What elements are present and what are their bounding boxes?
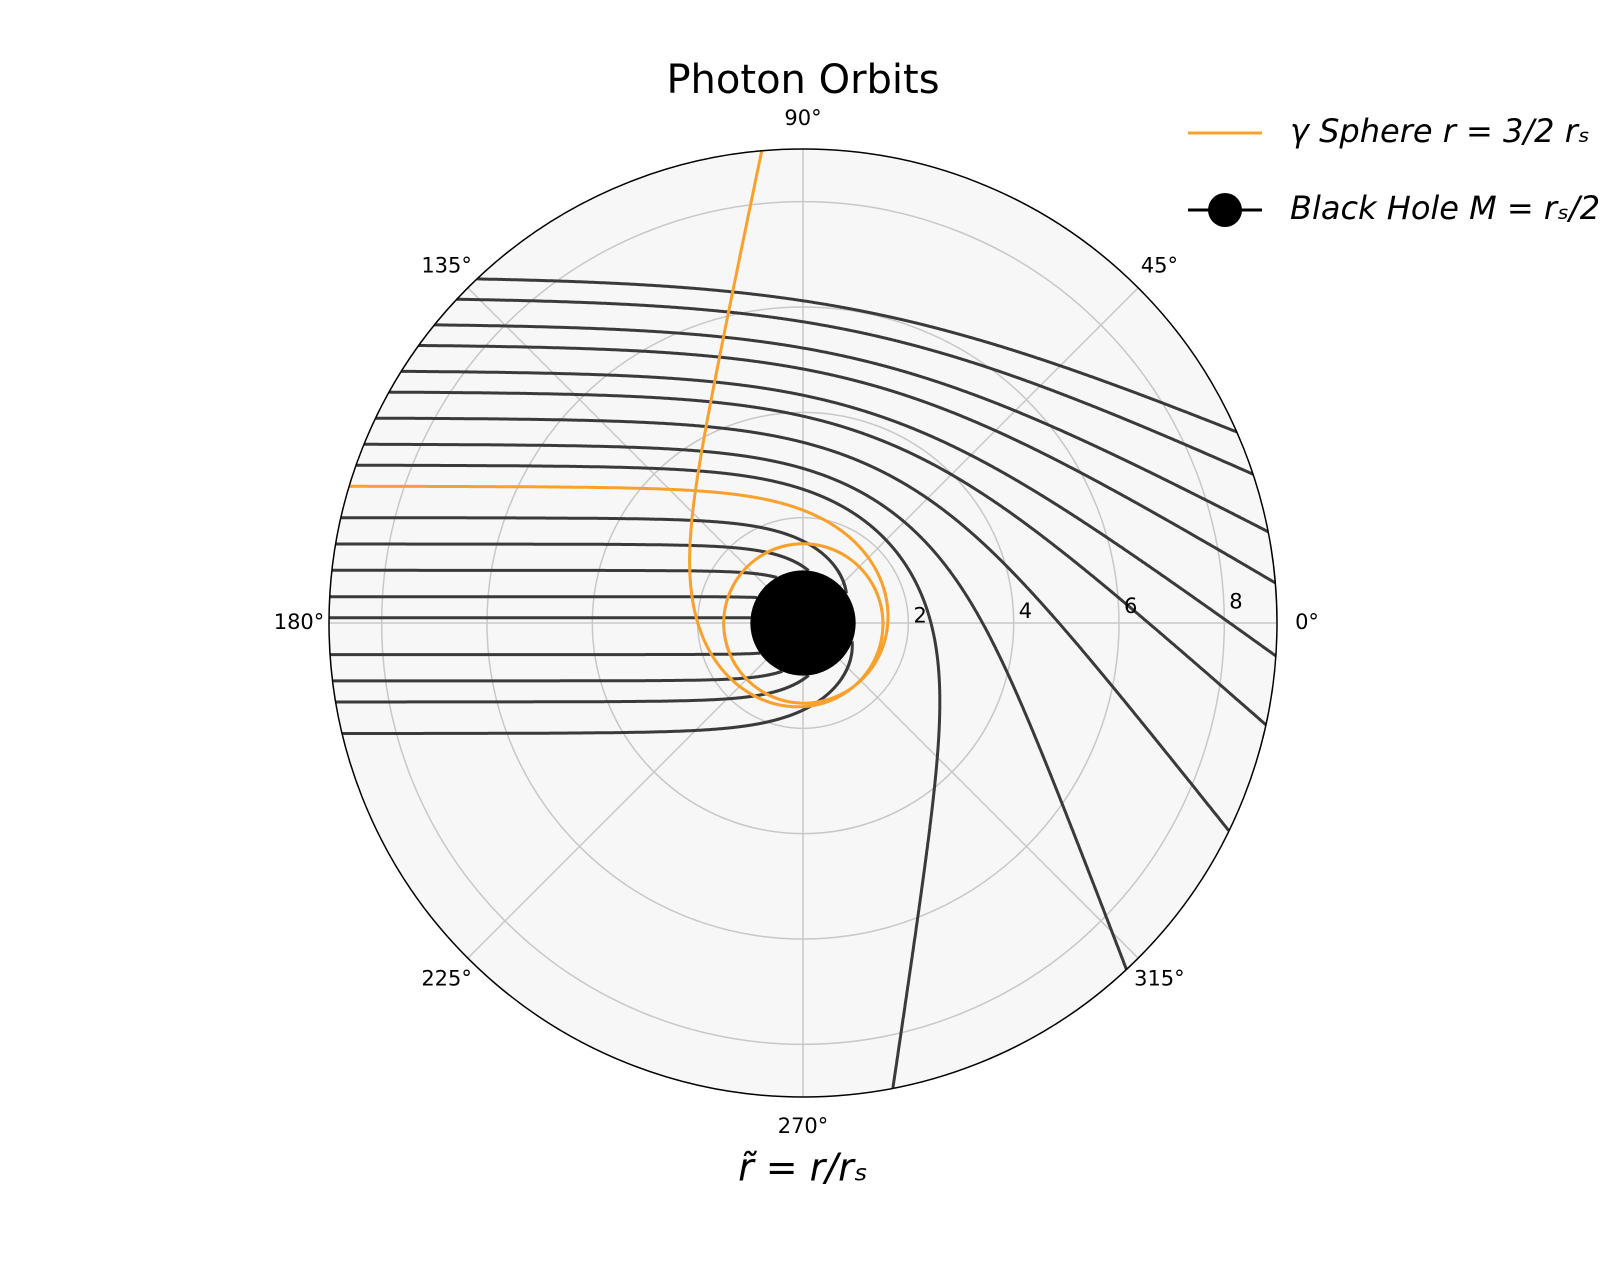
photon-path [329, 516, 848, 595]
chart-title: Photon Orbits [666, 57, 939, 103]
legend-label: γ Sphere r = 3/2 rₛ [1290, 112, 1590, 150]
legend-marker [1208, 193, 1242, 227]
photon-path [329, 595, 758, 599]
black-hole [750, 570, 856, 676]
photon-path [329, 651, 761, 657]
theta-tick-label: 0° [1295, 610, 1319, 634]
theta-tick-label: 45° [1141, 254, 1178, 278]
theta-tick-label: 315° [1134, 966, 1185, 990]
grid-spoke [802, 622, 1139, 959]
photon-path [329, 463, 942, 1097]
photon-path [329, 416, 1277, 1097]
r-tick-label: 4 [1019, 599, 1032, 623]
r-tick-label: 6 [1124, 594, 1137, 618]
photon-path [329, 368, 1277, 1097]
photon-path [329, 640, 854, 736]
theta-tick-label: 225° [421, 966, 472, 990]
r-tick-label: 2 [914, 603, 927, 627]
photon-path [329, 321, 1277, 1080]
photon-path [329, 542, 810, 572]
labels: 2 4 6 8 0° 45° 90° 135° 180° 225° 270° 315° [274, 106, 1319, 1138]
photon-path [329, 674, 810, 704]
photon-sphere-path [329, 149, 988, 709]
r-tick-label: 8 [1229, 590, 1242, 614]
plot-border [328, 148, 1278, 1098]
photon-path [329, 389, 1277, 1097]
theta-tick-label: 180° [274, 610, 325, 634]
photon-path [329, 442, 1277, 1097]
legend-label: Black Hole M = rₛ/2 [1290, 189, 1600, 227]
photon-path [329, 568, 778, 579]
photon-path [329, 342, 1277, 1097]
axis-label: r̃ = r/rₛ [738, 1146, 868, 1190]
theta-tick-label: 90° [784, 106, 821, 130]
theta-tick-label: 270° [778, 1114, 829, 1138]
legend: γ Sphere r = 3/2 rₛ Black Hole M = rₛ/2 [1188, 112, 1600, 227]
theta-tick-label: 135° [421, 254, 472, 278]
photon-path [329, 669, 784, 683]
